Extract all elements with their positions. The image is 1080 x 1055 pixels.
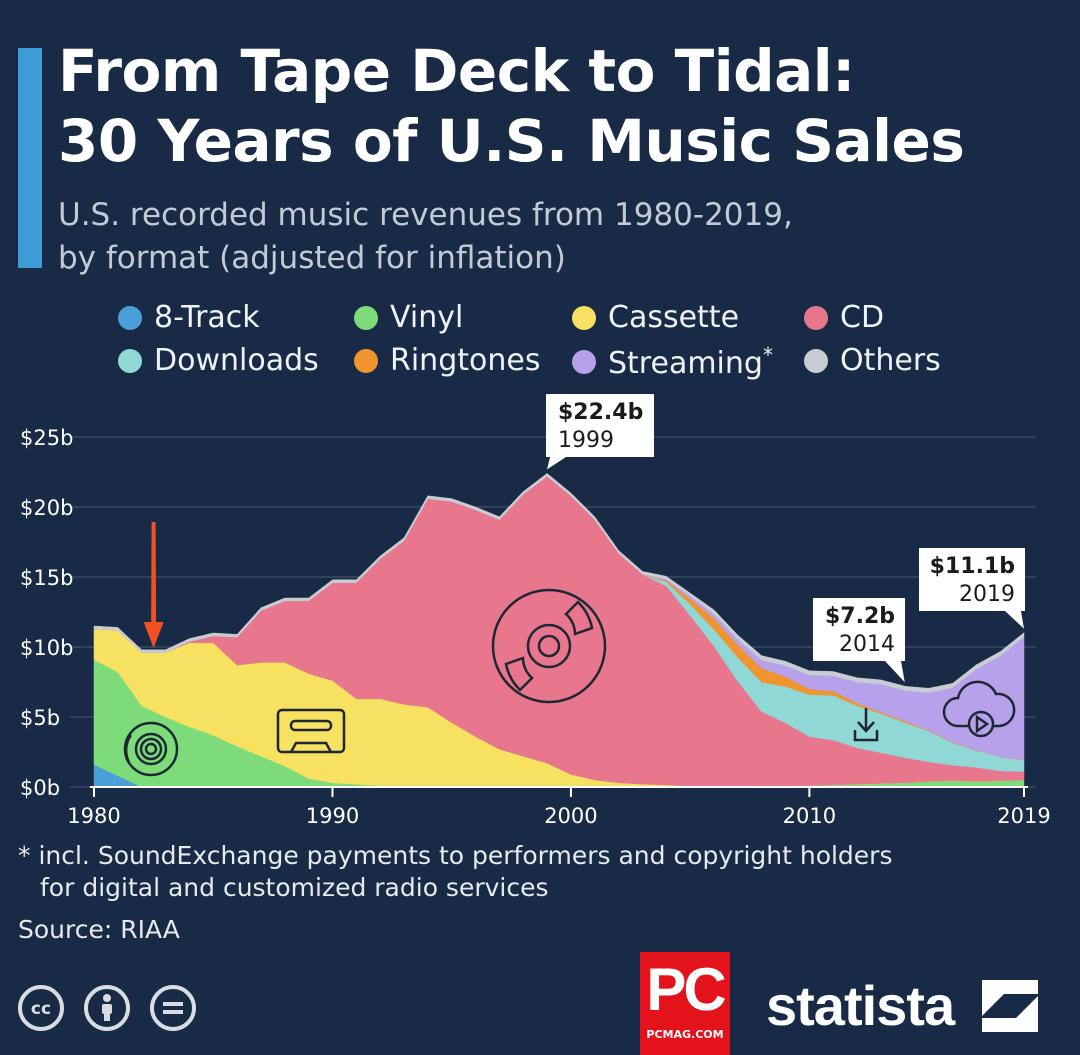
pcmag-logo[interactable]: PC PCMAG.COM — [640, 952, 730, 1055]
x-tick-label: 1990 — [306, 804, 359, 828]
x-tick-label: 2000 — [544, 804, 597, 828]
attribution-icon[interactable] — [84, 985, 130, 1031]
cassette-base — [289, 741, 333, 753]
legend-item-streaming: Streaming* — [572, 343, 773, 381]
y-tick-label: $5b — [20, 706, 60, 730]
no-derivatives-icon[interactable] — [150, 985, 196, 1031]
callout-year: 2014 — [839, 632, 895, 657]
legend-label-streaming: Streaming* — [608, 343, 773, 381]
callout-2019: $11.1b 2019 — [919, 548, 1025, 629]
area-series-others — [93, 473, 1025, 693]
legend-item-cassette: Cassette — [572, 300, 739, 335]
statista-logo-text[interactable]: statista — [766, 974, 955, 1037]
subtitle-line-2: by format (adjusted for inflation) — [58, 240, 566, 276]
legend-item-ringtones: Ringtones — [354, 343, 540, 378]
legend-label-cassette: Cassette — [608, 300, 740, 335]
legend-label-others: Others — [840, 343, 941, 378]
cloud-outline — [942, 680, 1016, 728]
legend-swatch-downloads — [118, 348, 142, 373]
callout-value: $7.2b — [825, 604, 895, 629]
callout-value: $22.4b — [558, 400, 643, 425]
title-line-2: 30 Years of U.S. Music Sales — [58, 107, 965, 175]
svg-text:cc: cc — [31, 999, 51, 1019]
area-chart: $0b $5b $10b $15b $20b $25b 1980 1990 2000 2010 20… — [20, 394, 1051, 828]
vinyl-groove — [124, 734, 133, 763]
callout-box — [919, 548, 1025, 629]
cc-glyph-icon: cc — [31, 999, 51, 1019]
cd-glare-2 — [504, 656, 534, 692]
vinyl-ring — [144, 742, 158, 756]
chart-title: From Tape Deck to Tidal: 30 Years of U.S… — [58, 36, 965, 176]
y-tick-label: $25b — [20, 426, 73, 450]
download-icon — [853, 708, 879, 742]
legend-item-vinyl: Vinyl — [354, 300, 463, 335]
legend-label-ringtones: Ringtones — [390, 343, 541, 378]
cassette-tape-icon — [276, 708, 346, 754]
cd-glare-1 — [564, 600, 594, 636]
callout-2014: $7.2b 2014 — [813, 598, 905, 683]
legend-label-cd: CD — [840, 300, 885, 335]
person-icon — [102, 994, 112, 1021]
legend-swatch-ringtones — [354, 348, 378, 373]
statista-logo-icon[interactable] — [982, 980, 1038, 1032]
title-accent-bar — [18, 48, 42, 268]
y-tick-label: $0b — [20, 776, 60, 800]
legend-item-cd: CD — [804, 300, 884, 335]
cloud-streaming-icon — [942, 680, 1016, 738]
legend-label-downloads: Downloads — [154, 343, 319, 378]
callout-1999: $22.4b 1999 — [546, 394, 654, 470]
vinyl-record-icon — [123, 721, 179, 777]
legend-item-others: Others — [804, 343, 941, 378]
footnote: * incl. SoundExchange payments to perfor… — [18, 840, 893, 904]
download-arrow — [857, 708, 875, 733]
equals-icon — [163, 1002, 183, 1014]
legend-swatch-vinyl — [354, 305, 378, 330]
callout-year: 2019 — [959, 582, 1015, 607]
legend-footnote-mark: * — [762, 343, 773, 367]
callout-box — [546, 394, 654, 470]
play-circle — [967, 710, 995, 738]
y-tick-label: $10b — [20, 636, 73, 660]
cd-outer — [491, 588, 607, 704]
pcmag-logo-url: PCMAG.COM — [646, 1028, 724, 1041]
footnote-line-2: for digital and customized radio service… — [40, 873, 549, 902]
source-note: Source: RIAA — [18, 915, 180, 944]
chart-subtitle: U.S. recorded music revenues from 1980-2… — [58, 194, 793, 280]
play-triangle — [975, 714, 990, 734]
vinyl-ring — [139, 737, 163, 761]
legend-label-8-track: 8-Track — [154, 300, 260, 335]
cassette-window — [289, 719, 333, 732]
annotation-arrow — [143, 522, 164, 648]
vinyl-ring — [134, 732, 168, 766]
legend-swatch-8-track — [118, 305, 142, 330]
x-tick-label: 2010 — [783, 804, 836, 828]
callout-year: 1999 — [558, 428, 614, 453]
legend-item-8-track: 8-Track — [118, 300, 260, 335]
cd-hole — [537, 634, 561, 658]
legend-swatch-streaming — [572, 350, 596, 374]
legend-swatch-others — [804, 348, 828, 373]
legend-item-downloads: Downloads — [118, 343, 319, 378]
title-line-1: From Tape Deck to Tidal: — [58, 37, 855, 105]
callout-value: $11.1b — [930, 554, 1015, 579]
x-tick-label: 1980 — [67, 804, 120, 828]
y-tick-label: $20b — [20, 496, 73, 520]
footnote-line-1: * incl. SoundExchange payments to perfor… — [18, 841, 893, 870]
legend-label-vinyl: Vinyl — [390, 300, 464, 335]
pcmag-logo-pc: PC — [646, 956, 726, 1023]
y-tick-label: $15b — [20, 566, 73, 590]
legend-swatch-cd — [804, 305, 828, 330]
x-tick-label: 2019 — [997, 804, 1050, 828]
download-tray — [853, 730, 879, 742]
creative-commons-icon[interactable]: cc — [18, 985, 64, 1031]
cd-ring — [526, 623, 572, 669]
callout-box — [813, 598, 905, 683]
subtitle-line-1: U.S. recorded music revenues from 1980-2… — [58, 197, 793, 233]
cassette-body — [276, 708, 346, 754]
compact-disc-icon — [491, 588, 607, 704]
legend-swatch-cassette — [572, 305, 596, 330]
